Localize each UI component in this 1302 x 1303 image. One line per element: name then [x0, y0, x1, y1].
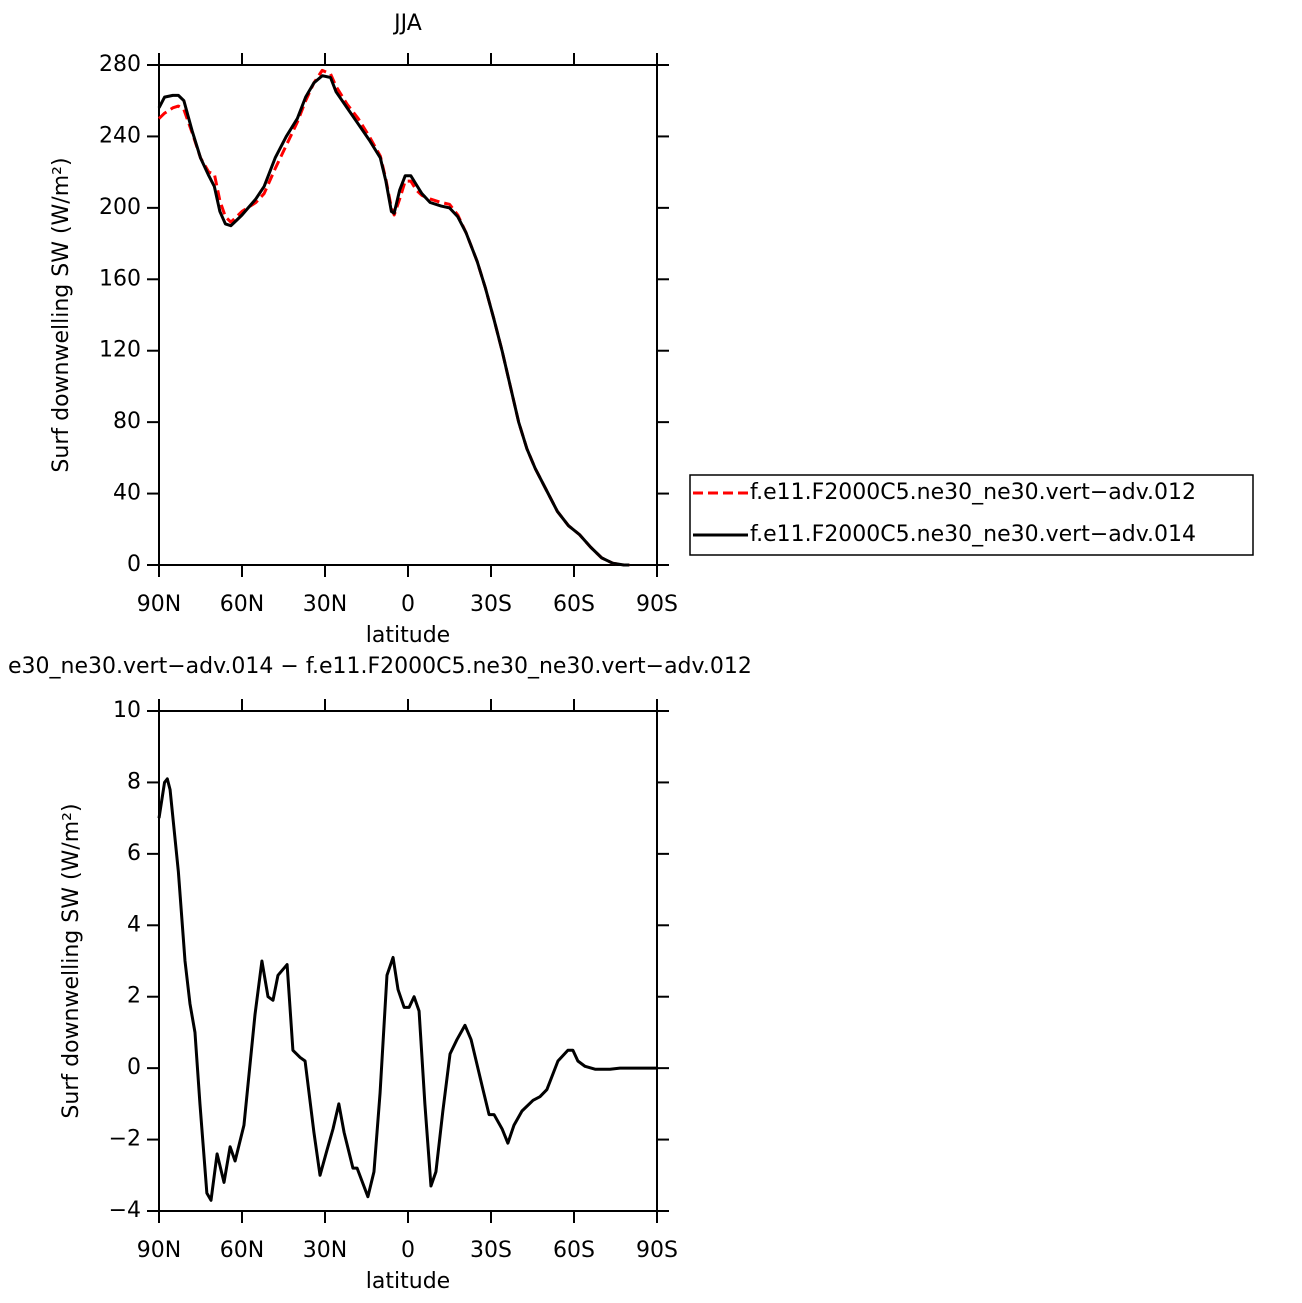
x-tick-label: 90S: [636, 1238, 678, 1263]
x-tick-label: 60N: [220, 592, 264, 617]
y-tick-label: 10: [113, 698, 141, 723]
x-tick-label: 30N: [303, 592, 347, 617]
y-tick-label: 6: [127, 841, 141, 866]
x-tick-label: 90S: [636, 592, 678, 617]
x-tick-label: 60S: [553, 592, 595, 617]
y-tick-label: 240: [99, 123, 141, 148]
x-tick-label: 0: [401, 592, 415, 617]
plot-frame: [158, 710, 658, 1212]
x-tick-label: 90N: [137, 1238, 181, 1263]
y-tick-label: 8: [127, 769, 141, 794]
y-axis-label: Surf downwelling SW (W/m²): [49, 157, 74, 472]
x-tick-label: 30N: [303, 1238, 347, 1263]
y-tick-label: 280: [99, 52, 141, 77]
y-tick-label: 200: [99, 195, 141, 220]
y-tick-label: 120: [99, 338, 141, 363]
legend-label: f.e11.F2000C5.ne30_ne30.vert−adv.012: [750, 480, 1196, 505]
y-tick-label: 0: [127, 552, 141, 577]
x-tick-label: 60N: [220, 1238, 264, 1263]
legend-box: [689, 474, 1254, 556]
y-tick-label: 2: [127, 984, 141, 1009]
y-tick-label: 0: [127, 1055, 141, 1080]
y-tick-label: 4: [127, 912, 141, 937]
y-tick-label: −4: [109, 1198, 141, 1223]
chart-title: JJA: [392, 11, 422, 36]
y-tick-label: 40: [113, 481, 141, 506]
x-tick-label: 30S: [470, 1238, 512, 1263]
y-tick-label: 160: [99, 266, 141, 291]
x-axis-label: latitude: [366, 623, 450, 648]
x-tick-label: 60S: [553, 1238, 595, 1263]
y-axis-label: Surf downwelling SW (W/m²): [59, 803, 84, 1118]
legend-label: f.e11.F2000C5.ne30_ne30.vert−adv.014: [750, 522, 1196, 547]
x-tick-label: 0: [401, 1238, 415, 1263]
x-axis-label: latitude: [366, 1269, 450, 1294]
y-tick-label: 80: [113, 409, 141, 434]
y-tick-label: −2: [109, 1127, 141, 1152]
chart-title: e30_ne30.vert−adv.014 − f.e11.F2000C5.ne…: [8, 654, 752, 679]
x-tick-label: 30S: [470, 592, 512, 617]
data-line: [157, 777, 657, 1202]
x-tick-label: 90N: [137, 592, 181, 617]
data-line: [157, 74, 630, 567]
data-line: [157, 68, 630, 567]
plot-frame: [158, 64, 658, 566]
